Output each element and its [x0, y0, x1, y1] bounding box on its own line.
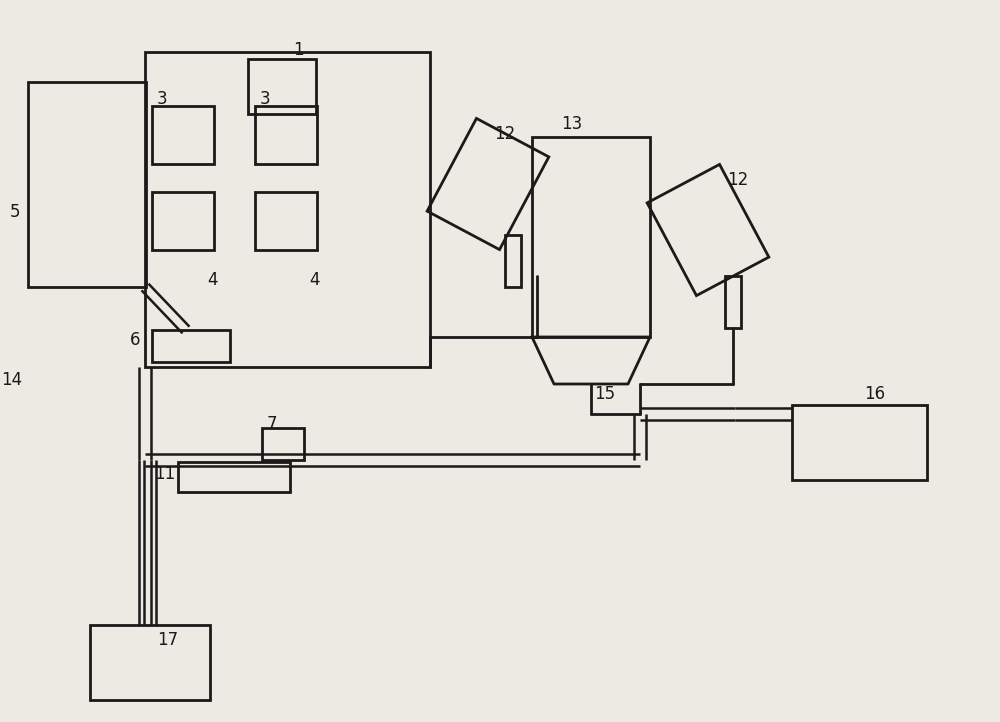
Text: 14: 14 — [1, 371, 23, 389]
Bar — [152, 106, 214, 164]
Text: 11: 11 — [154, 465, 176, 483]
Text: 1: 1 — [293, 41, 303, 59]
Text: 4: 4 — [207, 271, 217, 289]
Bar — [262, 428, 304, 460]
Bar — [145, 52, 430, 367]
Text: 17: 17 — [157, 631, 179, 649]
Bar — [532, 137, 650, 337]
Text: 13: 13 — [561, 115, 583, 133]
Text: 6: 6 — [130, 331, 140, 349]
Bar — [248, 59, 316, 114]
Bar — [178, 462, 290, 492]
Text: 5: 5 — [10, 203, 20, 221]
Bar — [152, 192, 214, 250]
Bar — [255, 192, 317, 250]
Text: 12: 12 — [494, 125, 516, 143]
Bar — [28, 82, 146, 287]
Bar — [792, 405, 927, 480]
Text: 16: 16 — [864, 385, 886, 403]
Text: 15: 15 — [594, 385, 616, 403]
Text: 3: 3 — [157, 90, 167, 108]
Bar — [505, 235, 521, 287]
Text: 12: 12 — [727, 171, 749, 189]
Text: 4: 4 — [310, 271, 320, 289]
Bar — [90, 625, 210, 700]
Bar — [255, 106, 317, 164]
Bar — [152, 330, 230, 362]
Text: 7: 7 — [267, 415, 277, 433]
Text: 3: 3 — [260, 90, 270, 108]
Bar — [725, 277, 741, 329]
